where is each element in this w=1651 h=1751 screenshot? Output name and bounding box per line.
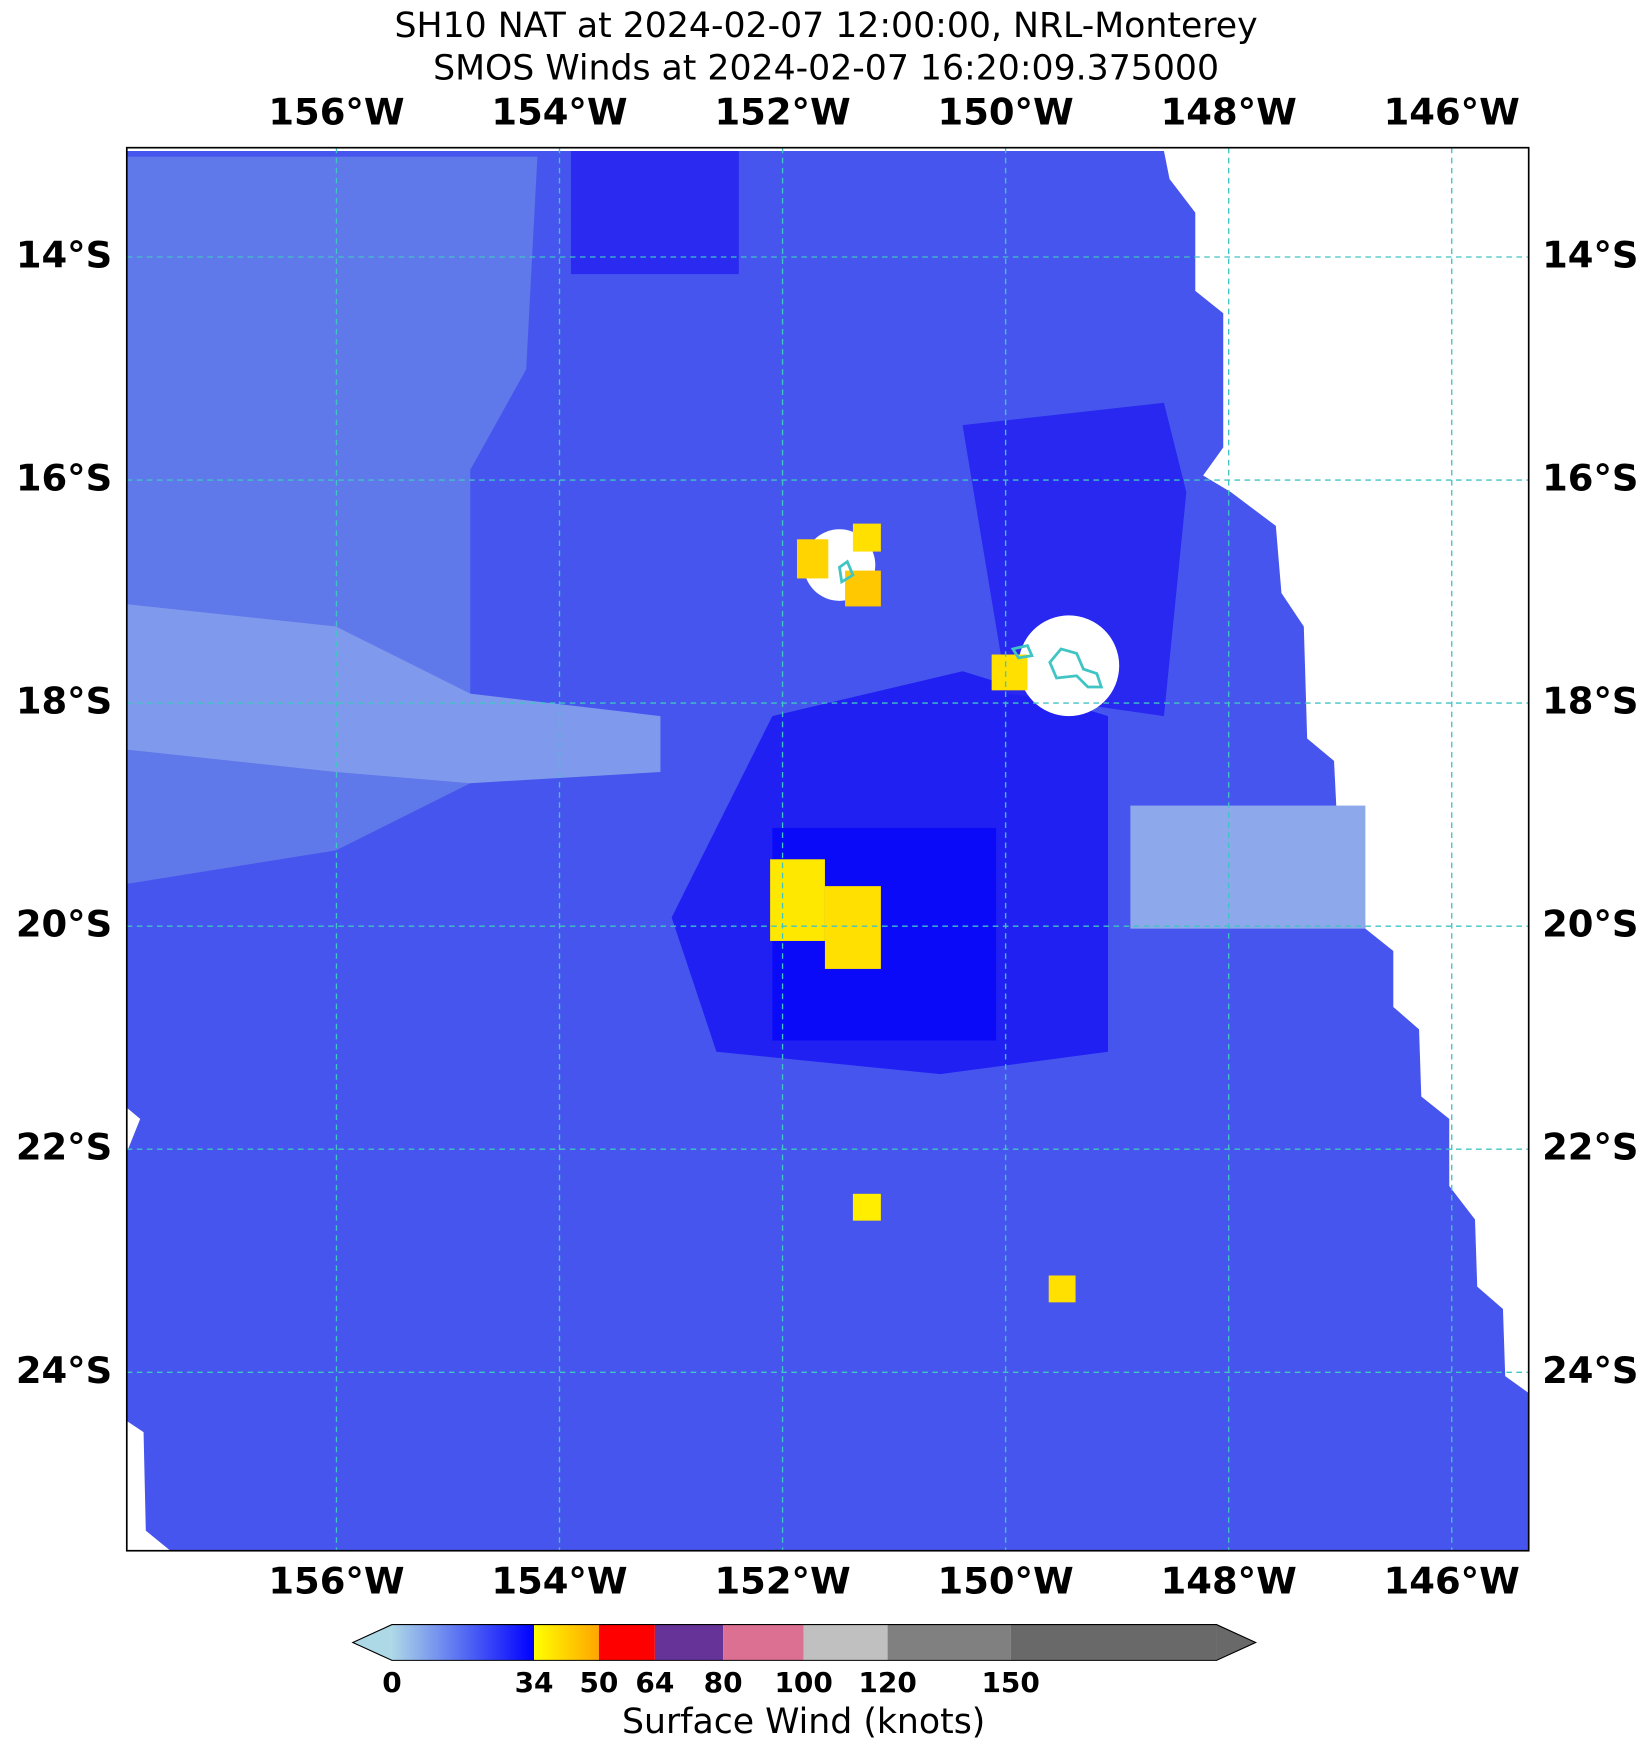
colorbar-tick-label: 50: [579, 1666, 618, 1699]
colorbar-tick-label: 64: [635, 1666, 674, 1699]
x-tick-label: 152°W: [714, 91, 850, 134]
strong-region: [962, 402, 1187, 717]
x-tick-label: 148°W: [1161, 91, 1297, 134]
colorbar: 0 34 50 64 80 100 120 150: [351, 1624, 1258, 1699]
colorbar-extend: [1216, 1624, 1256, 1661]
wind-field: [126, 151, 1529, 1551]
colorbar-segment: [1010, 1624, 1217, 1661]
colorbar-segment: [803, 1624, 888, 1661]
x-tick-label: 154°W: [491, 91, 627, 134]
colorbar-extend: [352, 1624, 392, 1661]
x-tick-label: 150°W: [938, 1560, 1074, 1603]
light-band: [1130, 805, 1366, 929]
colorbar-segment: [598, 1624, 655, 1661]
y-tick-label: 18°S: [1542, 680, 1638, 723]
y-tick-label: 24°S: [16, 1349, 112, 1392]
map-frame: [125, 146, 1530, 1552]
x-tick-label: 156°W: [268, 91, 404, 134]
y-tick-label: 14°S: [1542, 233, 1638, 276]
y-tick-label: 14°S: [16, 233, 112, 276]
y-tick-label: 22°S: [16, 1126, 112, 1169]
x-tick-label: 156°W: [268, 1560, 404, 1603]
colorbar-tick-label: 0: [382, 1666, 401, 1699]
x-tick-label: 148°W: [1161, 1560, 1297, 1603]
y-tick-label: 20°S: [1542, 903, 1638, 946]
colorbar-label: Surface Wind (knots): [622, 1702, 985, 1742]
colorbar-segment: [534, 1624, 599, 1661]
colorbar-segment: [654, 1624, 724, 1661]
strong-region: [570, 151, 739, 275]
coastline: [837, 559, 1104, 689]
colorbar-segment: [391, 1624, 535, 1661]
gale-cell: [991, 654, 1028, 691]
x-tick-label: 152°W: [714, 1560, 850, 1603]
no-data: [1018, 615, 1120, 717]
gale-cell: [1048, 1275, 1076, 1303]
y-tick-label: 24°S: [1542, 1349, 1638, 1392]
colorbar-tick-label: 150: [981, 1666, 1039, 1699]
colorbar-tick-label: 100: [774, 1666, 832, 1699]
colorbar-segment: [723, 1624, 804, 1661]
y-tick-label: 18°S: [16, 680, 112, 723]
x-tick-label: 146°W: [1384, 1560, 1520, 1603]
grid: [126, 147, 1529, 1551]
colorbar-outline: [351, 1624, 1258, 1661]
x-tick-label: 150°W: [938, 91, 1074, 134]
gale-cell: [770, 859, 825, 941]
gale-cell: [796, 539, 829, 579]
light-band: [126, 604, 661, 784]
y-tick-label: 22°S: [1542, 1126, 1638, 1169]
gale-cell: [824, 886, 881, 969]
colorbar-segment: [887, 1624, 1011, 1661]
gale-cell: [852, 523, 881, 552]
y-tick-label: 16°S: [16, 457, 112, 500]
y-tick-label: 16°S: [1542, 457, 1638, 500]
x-tick-label: 146°W: [1384, 91, 1520, 134]
x-tick-label: 154°W: [491, 1560, 627, 1603]
colorbar-tick-label: 120: [858, 1666, 916, 1699]
y-tick-label: 20°S: [16, 903, 112, 946]
colorbar-tick-label: 34: [515, 1666, 554, 1699]
colorbar-tick-label: 80: [704, 1666, 743, 1699]
chart-subtitle: SMOS Winds at 2024-02-07 16:20:09.375000: [433, 48, 1219, 88]
chart-title: SH10 NAT at 2024-02-07 12:00:00, NRL-Mon…: [394, 6, 1257, 46]
gale-cell: [852, 1193, 881, 1221]
